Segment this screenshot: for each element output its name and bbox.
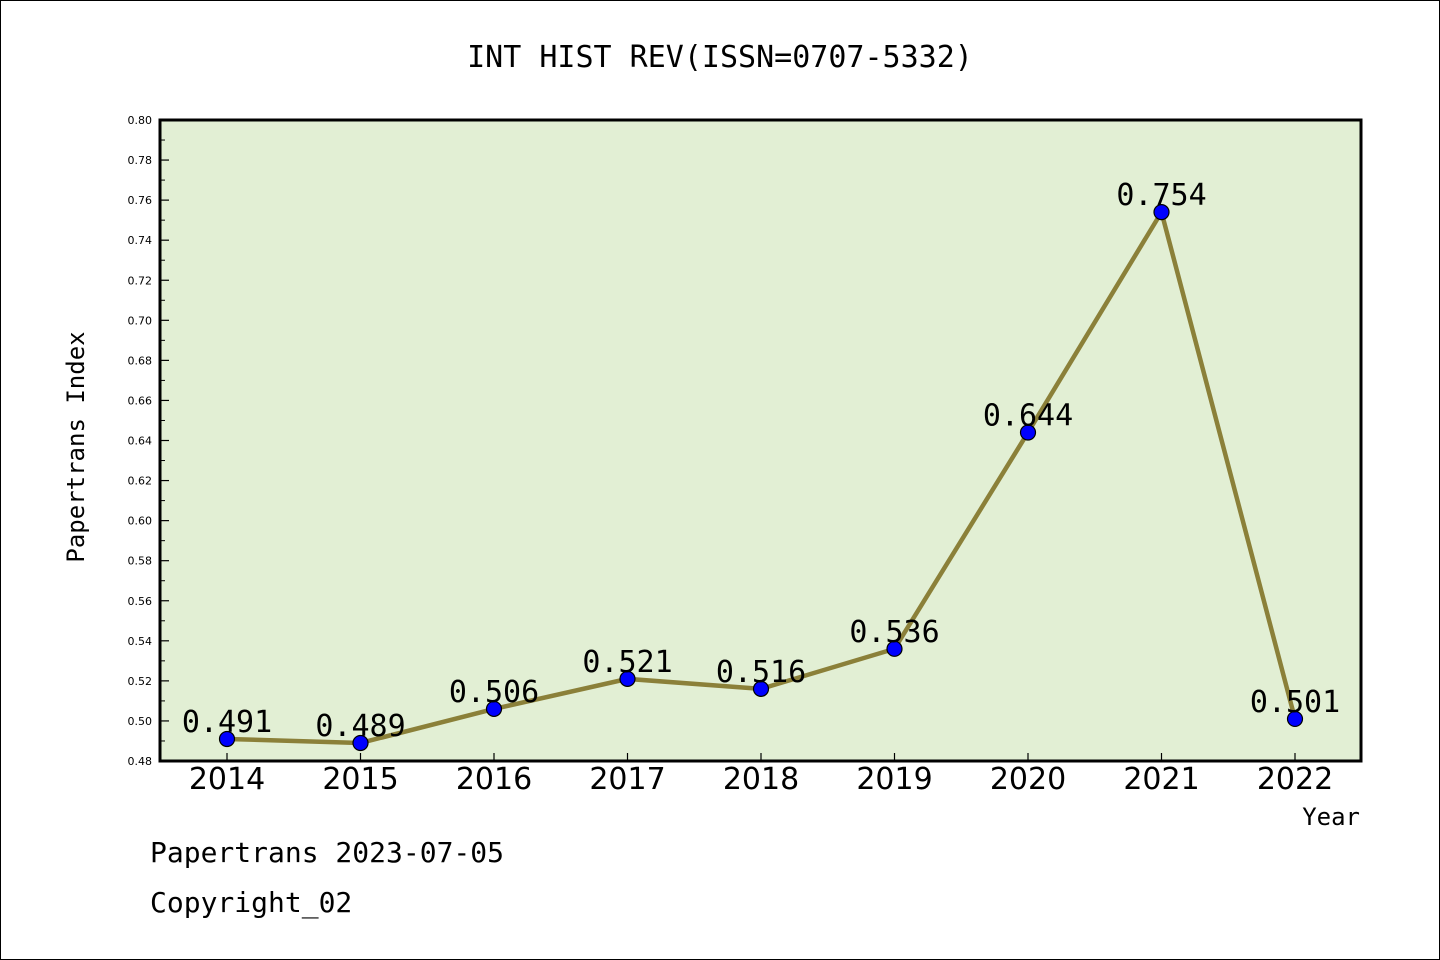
y-tick-label: 0.78: [128, 154, 153, 167]
y-tick-label: 0.72: [128, 274, 153, 287]
y-tick-label: 0.66: [128, 394, 153, 407]
data-point-marker: [886, 640, 903, 657]
x-tick-label: 2016: [456, 762, 532, 797]
y-tick-label: 0.76: [128, 194, 153, 207]
y-tick-label: 0.70: [128, 314, 153, 327]
data-label: 0.489: [315, 709, 405, 744]
data-label: 0.516: [716, 655, 806, 690]
y-tick-label: 0.80: [128, 114, 153, 127]
x-tick-label: 2019: [856, 762, 932, 797]
chart-title: INT HIST REV(ISSN=0707-5332): [467, 40, 973, 75]
series-line-group: [218, 204, 1304, 752]
x-tick-label: 2020: [990, 762, 1066, 797]
y-tick-label: 0.48: [128, 755, 153, 768]
footer-copyright-text: Copyright_02: [150, 886, 353, 919]
data-point-marker: [1019, 424, 1037, 441]
data-label: 0.491: [182, 705, 272, 740]
x-tick-label: 2014: [189, 762, 265, 797]
data-labels: 0.491 0.489 0.506 0.521 0.516 0.536 0.644 0.754…: [182, 178, 1340, 744]
data-point-marker: [218, 730, 236, 748]
y-tick-label: 0.54: [128, 635, 153, 648]
data-label: 0.754: [1116, 178, 1206, 213]
y-tick-label: 0.74: [128, 234, 153, 247]
x-tick-label: 2022: [1257, 762, 1333, 797]
footer-date-text: Papertrans 2023-07-05: [150, 836, 505, 869]
data-label: 0.644: [983, 398, 1073, 433]
data-label: 0.501: [1250, 685, 1340, 720]
data-point-marker: [352, 734, 369, 752]
y-tick-label: 0.52: [128, 675, 153, 688]
y-tick-label: 0.50: [128, 715, 153, 728]
x-tick-label: 2018: [723, 762, 799, 797]
y-tick-label: 0.56: [128, 595, 153, 608]
y-tick-label: 0.58: [128, 555, 153, 568]
data-label: 0.536: [849, 615, 939, 650]
data-label: 0.506: [449, 675, 539, 710]
x-tick-label: 2021: [1123, 762, 1199, 797]
x-axis-label: Year: [1302, 803, 1360, 831]
x-tick-label: 2015: [322, 762, 398, 797]
data-point-marker: [1286, 710, 1304, 728]
y-tick-label: 0.62: [128, 475, 153, 488]
y-axis-label: Papertrans Index: [62, 331, 90, 562]
data-label: 0.521: [582, 645, 672, 680]
x-axis: 2014 2015 2016 2017 2018 2019 2020 2021 2022: [189, 753, 1333, 797]
y-tick-label: 0.60: [128, 515, 153, 528]
data-point-marker: [485, 700, 503, 718]
y-tick-label: 0.64: [128, 435, 153, 448]
plot-area: [158, 118, 1363, 763]
data-point-marker: [752, 680, 770, 697]
x-tick-label: 2017: [589, 762, 665, 797]
data-point-marker: [1153, 204, 1170, 221]
data-point-marker: [619, 670, 636, 687]
y-axis: 0.48 0.50 0.52 0.54 0.56 0.58 0.60 0.62 0.64 0.66…: [128, 114, 169, 768]
y-tick-label: 0.68: [128, 354, 153, 367]
